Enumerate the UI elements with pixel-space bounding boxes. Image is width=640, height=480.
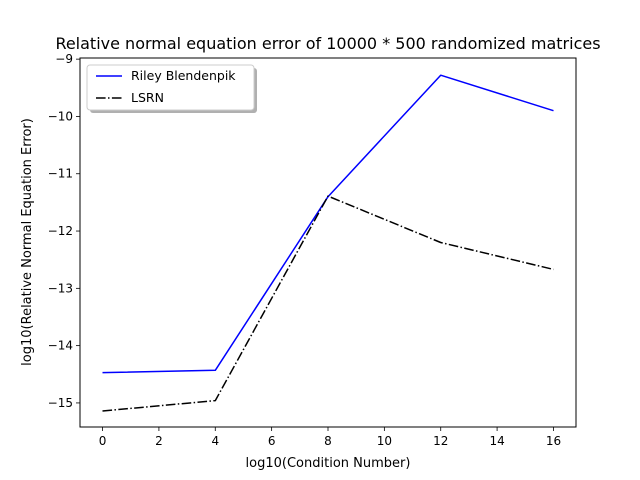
y-tick-label: −10: [48, 109, 73, 123]
legend-label-lsrn: LSRN: [131, 90, 164, 105]
chart-title: Relative normal equation error of 10000 …: [55, 34, 600, 53]
y-tick-label: −9: [55, 52, 73, 66]
series-line-lsrn: [102, 195, 554, 412]
x-axis-label: log10(Condition Number): [246, 456, 411, 471]
legend-label-riley-blendenpik: Riley Blendenpik: [131, 68, 236, 83]
x-tick-label: 8: [324, 434, 332, 448]
x-tick-label: 6: [268, 434, 276, 448]
series-line-riley-blendenpik: [102, 74, 554, 374]
x-tick-label: 2: [155, 434, 163, 448]
y-tick-label: −12: [48, 224, 73, 238]
y-tick-label: −14: [48, 339, 73, 353]
y-tick-label: −11: [48, 167, 73, 181]
y-tick-label: −15: [48, 396, 73, 410]
x-tick-label: 14: [489, 434, 504, 448]
legend-box: [86, 64, 255, 111]
y-tick-label: −13: [48, 281, 73, 295]
legend: Riley Blendenpik LSRN: [86, 64, 257, 113]
x-tick-label: 0: [99, 434, 107, 448]
x-tick-label: 4: [211, 434, 219, 448]
y-axis-label: log10(Relative Normal Equation Error): [20, 118, 35, 366]
x-tick-label: 12: [433, 434, 448, 448]
x-tick-label: 10: [377, 434, 392, 448]
x-tick-label: 16: [546, 434, 561, 448]
plot-area: 0 2 4 6 8 10 12 14 16 −15 −14 −13 −12 −11 −10 −9: [48, 52, 577, 448]
